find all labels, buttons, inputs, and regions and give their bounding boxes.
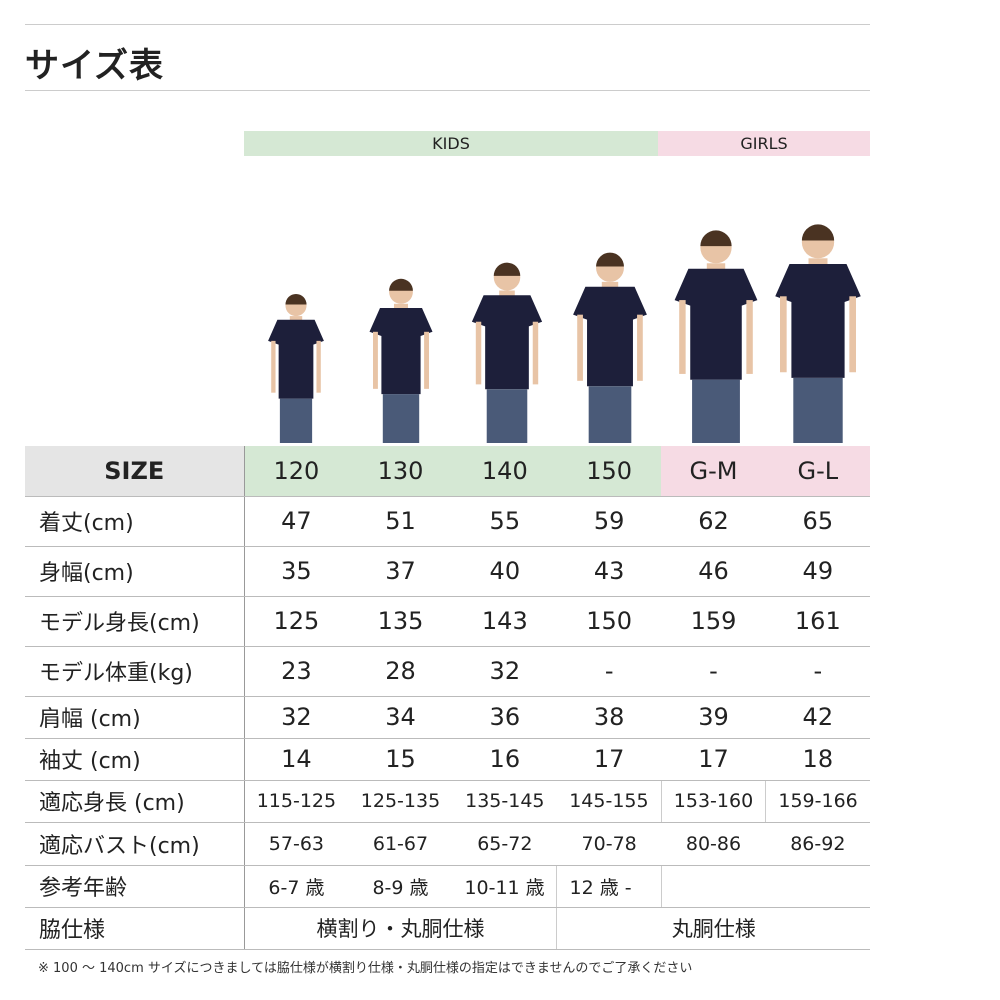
cell: 12 歳 -: [556, 865, 662, 908]
model-figure: [268, 293, 324, 443]
cell: 125-135: [348, 780, 453, 823]
cell: 36: [452, 696, 557, 739]
row-label: 着丈(cm): [25, 496, 245, 547]
cell: 65-72: [452, 822, 557, 866]
cell: 80-86: [661, 822, 766, 866]
table-row: 身幅(cm) 35 37 40 43 46 49: [25, 546, 870, 597]
page-title: サイズ表: [25, 46, 164, 86]
cell: 55: [452, 496, 557, 547]
cell: 145-155: [556, 780, 662, 823]
cell: 59: [556, 496, 662, 547]
row-label: 身幅(cm): [25, 546, 245, 597]
model-figure: [471, 262, 543, 443]
table-row: 適応身長 (cm) 115-125 125-135 135-145 145-155 153…: [25, 780, 870, 823]
table-row: 脇仕様 横割り・丸胴仕様 丸胴仕様: [25, 907, 870, 950]
empty-cell: [660, 865, 870, 908]
row-label: 参考年齢: [25, 865, 245, 908]
cell: 42: [765, 696, 870, 739]
model-figure: [674, 230, 758, 443]
cell: 115-125: [244, 780, 349, 823]
cell: 35: [244, 546, 349, 597]
cell: -: [661, 646, 766, 697]
row-label: 適応バスト(cm): [25, 822, 245, 866]
title-divider: [25, 90, 870, 91]
cell: 横割り・丸胴仕様: [244, 907, 557, 950]
model-figure: [775, 224, 861, 443]
cell: 10-11 歳: [452, 865, 557, 908]
cell: 86-92: [765, 822, 870, 866]
size-150: 150: [556, 446, 662, 497]
kids-group-label: KIDS: [244, 131, 658, 156]
cell: 39: [661, 696, 766, 739]
cell: 6-7 歳: [244, 865, 349, 908]
cell: 70-78: [556, 822, 662, 866]
row-label: 肩幅 (cm): [25, 696, 245, 739]
table-row: 適応バスト(cm) 57-63 61-67 65-72 70-78 80-86 86-92: [25, 822, 870, 866]
table-row: 袖丈 (cm) 14 15 16 17 17 18: [25, 738, 870, 781]
cell: 8-9 歳: [348, 865, 453, 908]
top-divider: [25, 24, 870, 25]
cell: -: [765, 646, 870, 697]
girls-group-label: GIRLS: [658, 131, 870, 156]
row-label: 袖丈 (cm): [25, 738, 245, 781]
cell: 37: [348, 546, 453, 597]
table-row: 着丈(cm) 47 51 55 59 62 65: [25, 496, 870, 547]
cell: 38: [556, 696, 662, 739]
cell: 47: [244, 496, 349, 547]
cell: 34: [348, 696, 453, 739]
cell: 40: [452, 546, 557, 597]
size-130: 130: [348, 446, 453, 497]
model-photos: [268, 224, 861, 443]
size-header-row: SIZE 120 130 140 150 G-M G-L: [25, 446, 870, 497]
size-gl: G-L: [765, 446, 870, 497]
table-row: モデル体重(kg) 23 28 32- - -: [25, 646, 870, 697]
cell: 28: [348, 646, 453, 697]
cell: 150: [556, 596, 662, 647]
row-label: 脇仕様: [25, 907, 245, 950]
cell: 135: [348, 596, 453, 647]
cell: 65: [765, 496, 870, 547]
cell: 161: [765, 596, 870, 647]
cell: 159-166: [765, 780, 870, 823]
cell: 143: [452, 596, 557, 647]
cell: 153-160: [660, 780, 766, 823]
row-label: モデル身長(cm): [25, 596, 245, 647]
model-figure: [369, 278, 433, 443]
cell: 61-67: [348, 822, 453, 866]
size-120: 120: [244, 446, 349, 497]
cell: 17: [556, 738, 662, 781]
cell: -: [556, 646, 662, 697]
table-row: モデル身長(cm) 125 135 143 150 159 161: [25, 596, 870, 647]
cell: 43: [556, 546, 662, 597]
cell: 14: [244, 738, 349, 781]
cell: 23: [244, 646, 349, 697]
size-gm: G-M: [661, 446, 766, 497]
table-row: 参考年齢 6-7 歳 8-9 歳 10-11 歳 12 歳 -: [25, 865, 870, 908]
cell: 15: [348, 738, 453, 781]
cell: 16: [452, 738, 557, 781]
size-header-label: SIZE: [25, 446, 245, 497]
cell: 18: [765, 738, 870, 781]
cell: 135-145: [452, 780, 557, 823]
size-140: 140: [452, 446, 557, 497]
cell: 32: [452, 646, 557, 697]
cell: 32: [244, 696, 349, 739]
cell: 159: [661, 596, 766, 647]
cell: 46: [661, 546, 766, 597]
table-row: 肩幅 (cm) 32 34 36 38 39 42: [25, 696, 870, 739]
row-label: 適応身長 (cm): [25, 780, 245, 823]
footnote: ※ 100 ～ 140cm サイズにつきましては脇仕様が横割り仕様・丸胴仕様の指…: [38, 961, 693, 976]
cell: 62: [661, 496, 766, 547]
cell: 57-63: [244, 822, 349, 866]
cell: 丸胴仕様: [556, 907, 870, 950]
size-table: SIZE 120 130 140 150 G-M G-L 着丈(cm) 47 51 5…: [25, 446, 870, 950]
cell: 51: [348, 496, 453, 547]
model-figure: [573, 252, 647, 443]
row-label: モデル体重(kg): [25, 646, 245, 697]
cell: 125: [244, 596, 349, 647]
cell: 49: [765, 546, 870, 597]
cell: 17: [661, 738, 766, 781]
